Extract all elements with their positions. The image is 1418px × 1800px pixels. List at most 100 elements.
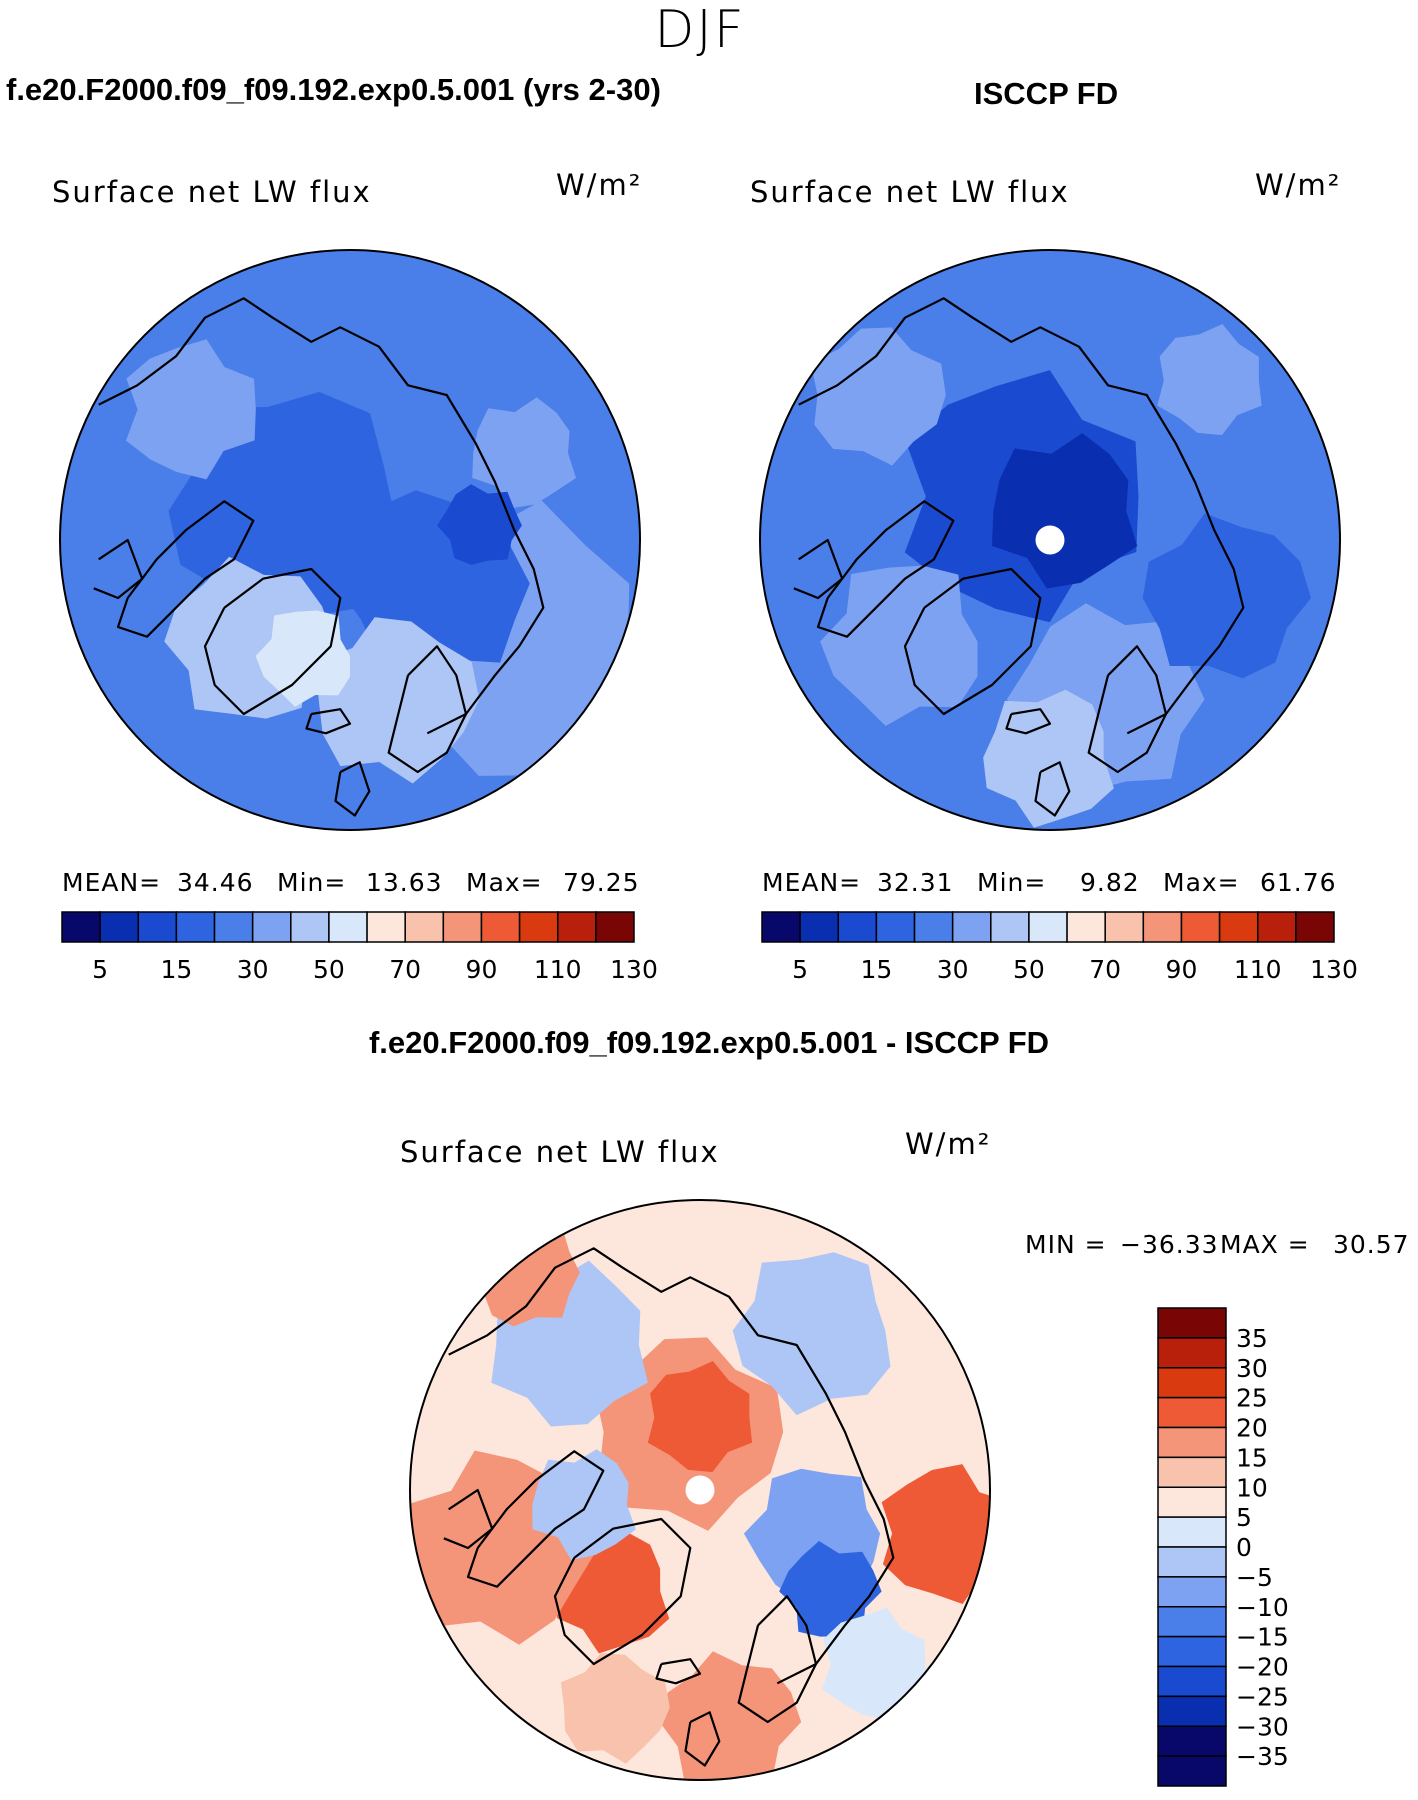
panel-3-colorbar-swatch [1157,1456,1227,1488]
panel-2-colorbar-swatch [1218,911,1259,943]
panel-1-colorbar-swatch [366,911,406,943]
panel-3-tick-label: −10 [1236,1593,1289,1622]
panel-3-colorbar-swatch [1157,1546,1227,1578]
panel-1-tick-label: 30 [237,955,269,984]
panel-2-tick-label: 15 [860,955,892,984]
panel-1-variable-label: Surface net LW flux [52,175,372,209]
panel-3-variable-label: Surface net LW flux [400,1135,720,1169]
panel-3-colorbar-swatch [1157,1665,1227,1698]
panel-1-colorbar-swatch [404,911,445,943]
panel-3-max-value: 30.57 [1333,1230,1410,1259]
panel-1-colorbar-swatch [99,911,140,943]
panel-3-min-label: MIN = [1025,1230,1107,1259]
panel-2-colorbar-swatch [875,911,916,943]
panel-1-colorbar-swatch [480,911,521,943]
panel-2-tick-label: 5 [792,955,808,984]
polar-map-2 [759,249,1341,831]
panel-2-colorbar-swatch [1028,911,1068,943]
panel-3-colorbar-swatch [1157,1755,1227,1787]
panel-2-max-label: Max= [1163,868,1240,897]
panel-3-title: f.e20.F2000.f09_f09.192.exp0.5.001 - ISC… [368,1025,1050,1060]
panel-1-tick-label: 130 [610,955,658,984]
panel-2-min-value: 9.82 [1080,868,1140,897]
polar-map-3 [409,1199,991,1781]
panel-3-tick-label: −30 [1236,1712,1289,1741]
panel-3-tick-label: −5 [1236,1563,1273,1592]
panel-3-tick-label: −25 [1236,1682,1289,1711]
panel-1-max-value: 79.25 [563,868,640,897]
panel-2-tick-label: 110 [1234,955,1282,984]
panel-2-colorbar-swatch [1104,911,1145,943]
panel-3-colorbar-swatch [1157,1725,1227,1757]
polar-map-1 [59,249,641,831]
panel-2-colorbar-swatch [990,911,1030,943]
panel-2-mean-label: MEAN= [762,868,862,897]
season-title: DJF [654,0,746,60]
panel-2-tick-label: 70 [1089,955,1121,984]
panel-1-colorbar-swatch [251,911,292,943]
panel-2-tick-label: 130 [1310,955,1358,984]
panel-1-min-label: Min= [277,868,347,897]
panel-1-tick-label: 110 [534,955,582,984]
panel-2-colorbar-swatch [1256,911,1297,943]
panel-3-colorbar-swatch [1157,1576,1227,1608]
panel-2-colorbar: 5 15 30 50 70 90 110 130 [761,911,1358,984]
panel-2-colorbar-swatch [951,911,992,943]
panel-3-tick-label: 15 [1236,1443,1268,1472]
panel-2-units: W/m² [1255,168,1342,202]
panel-2-min-label: Min= [977,868,1047,897]
panel-3-tick-label: 5 [1236,1503,1252,1532]
panel-1-colorbar-swatch [518,911,559,943]
panel-2-max-value: 61.76 [1260,868,1337,897]
panel-1-colorbar-swatch [175,911,216,943]
panel-2-colorbar-swatch [1066,911,1106,943]
panel-3-tick-label: 0 [1236,1533,1252,1562]
panel-2-colorbar-swatch [1295,911,1335,943]
coastline-2 [793,297,1245,817]
panel-1-max-label: Max= [466,868,543,897]
panel-2-tick-label: 50 [1013,955,1045,984]
panel-3-units: W/m² [905,1127,992,1161]
panel-1-mean-label: MEAN= [62,868,162,897]
panel-3-colorbar-swatch [1157,1367,1227,1399]
panel-1-tick-label: 90 [466,955,498,984]
panel-1-colorbar-swatch [290,911,330,943]
panel-1-units: W/m² [556,168,643,202]
panel-2-colorbar-swatch [1180,911,1221,943]
panel-1-colorbar-swatch [442,911,483,943]
panel-2-title: ISCCP FD [974,76,1119,111]
panel-1-colorbar-swatch [137,911,178,943]
panel-2-tick-label: 90 [1166,955,1198,984]
panel-3-tick-label: 25 [1236,1384,1268,1413]
panel-3-colorbar-swatch [1157,1695,1227,1727]
coastline-3 [443,1247,895,1767]
panel-1-colorbar-swatch [595,911,635,943]
panel-2-mean-value: 32.31 [877,868,954,897]
panel-2-colorbar-swatch [1142,911,1183,943]
panel-3-colorbar-swatch [1157,1516,1227,1548]
panel-3-colorbar-swatch [1157,1426,1227,1459]
panel-1-tick-label: 50 [313,955,345,984]
panel-3-tick-label: 35 [1236,1324,1268,1353]
panel-1-colorbar-swatch [61,911,101,943]
panel-3-tick-label: −15 [1236,1623,1289,1652]
panel-1-colorbar-swatch [328,911,368,943]
panel-1-colorbar-swatch [556,911,597,943]
panel-3-colorbar-swatch [1157,1635,1227,1668]
panel-3-colorbar-swatch [1157,1337,1227,1369]
panel-3-colorbar-swatch [1157,1486,1227,1518]
panel-3-tick-label: 30 [1236,1354,1268,1383]
panel-1-colorbar-swatch [213,911,254,943]
panel-1-colorbar: 5 15 30 50 70 90 110 130 [61,911,658,984]
panel-1-tick-label: 5 [92,955,108,984]
panel-3-colorbar-swatch [1157,1396,1227,1429]
panel-1-mean-value: 34.46 [177,868,254,897]
panel-3-tick-label: −20 [1236,1653,1289,1682]
panel-3-tick-label: 10 [1236,1473,1268,1502]
panel-1-tick-label: 70 [389,955,421,984]
panel-1-title: f.e20.F2000.f09_f09.192.exp0.5.001 (yrs … [6,72,661,107]
panel-2-colorbar-swatch [913,911,954,943]
panel-2-colorbar-swatch [799,911,840,943]
